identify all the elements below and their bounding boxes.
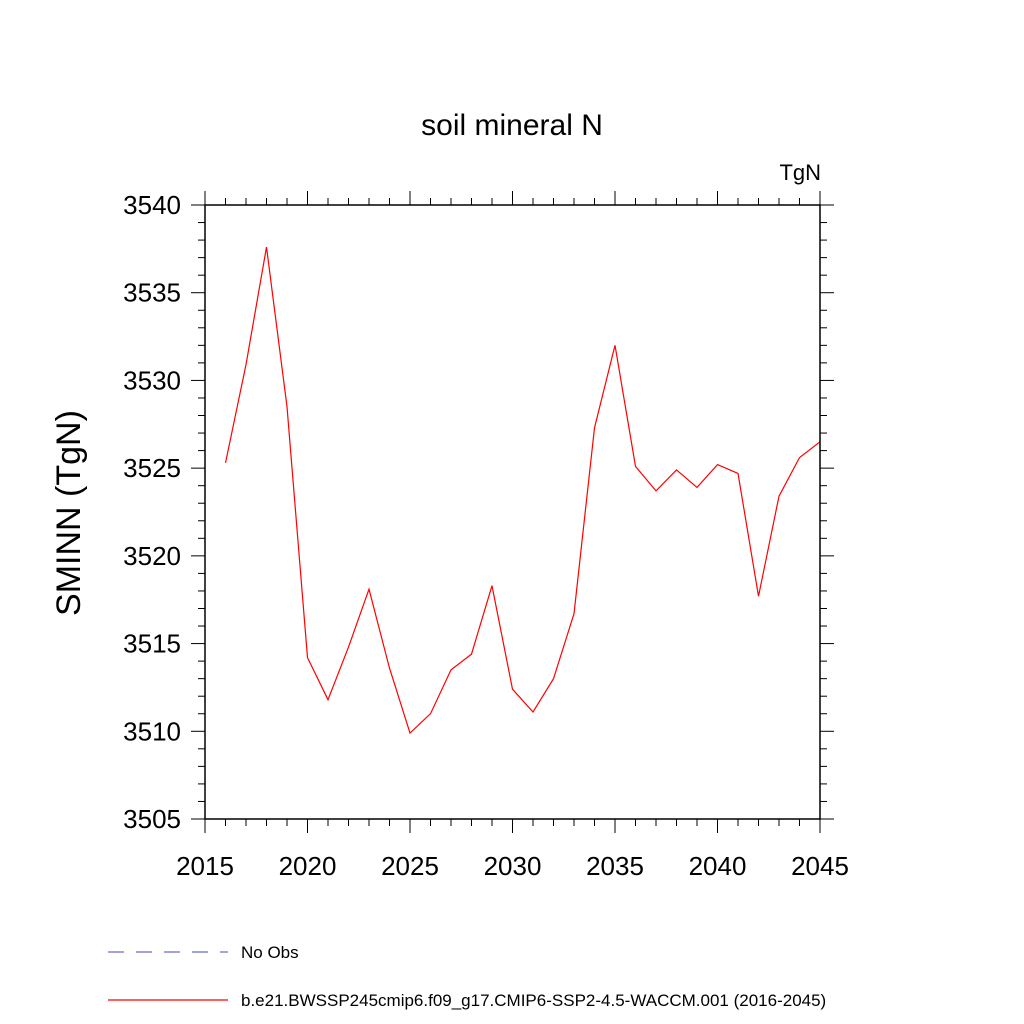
y-tick-label: 3535 xyxy=(123,278,181,308)
x-tick-label: 2045 xyxy=(791,851,849,881)
series-line-0 xyxy=(224,246,821,735)
plot-frame xyxy=(204,204,821,820)
legend-label-no-obs: No Obs xyxy=(241,943,299,962)
units-label: TgN xyxy=(779,160,821,185)
y-tick-label: 3520 xyxy=(123,541,181,571)
x-tick-label: 2015 xyxy=(176,851,234,881)
y-tick-label: 3525 xyxy=(123,453,181,483)
tick-labels: 2015 2020 2025 2030 2035 2040 2045 3505 3510 3515… xyxy=(123,190,849,881)
data-series xyxy=(224,246,821,735)
legend: No Obs b.e21.BWSSP245cmip6.f09_g17.CMIP6… xyxy=(108,943,826,1010)
axis-ticks xyxy=(191,191,834,833)
legend-label-model: b.e21.BWSSP245cmip6.f09_g17.CMIP6-SSP2-4… xyxy=(241,991,826,1010)
y-axis-label: SMINN (TgN) xyxy=(50,410,88,616)
x-tick-label: 2020 xyxy=(279,851,337,881)
x-tick-label: 2025 xyxy=(381,851,439,881)
chart-title: soil mineral N xyxy=(421,109,603,142)
x-tick-label: 2040 xyxy=(689,851,747,881)
y-tick-label: 3530 xyxy=(123,365,181,395)
x-tick-label: 2030 xyxy=(484,851,542,881)
y-tick-label: 3515 xyxy=(123,629,181,659)
x-tick-label: 2035 xyxy=(586,851,644,881)
y-tick-label: 3510 xyxy=(123,716,181,746)
y-tick-label: 3505 xyxy=(123,804,181,834)
y-tick-label: 3540 xyxy=(123,190,181,220)
